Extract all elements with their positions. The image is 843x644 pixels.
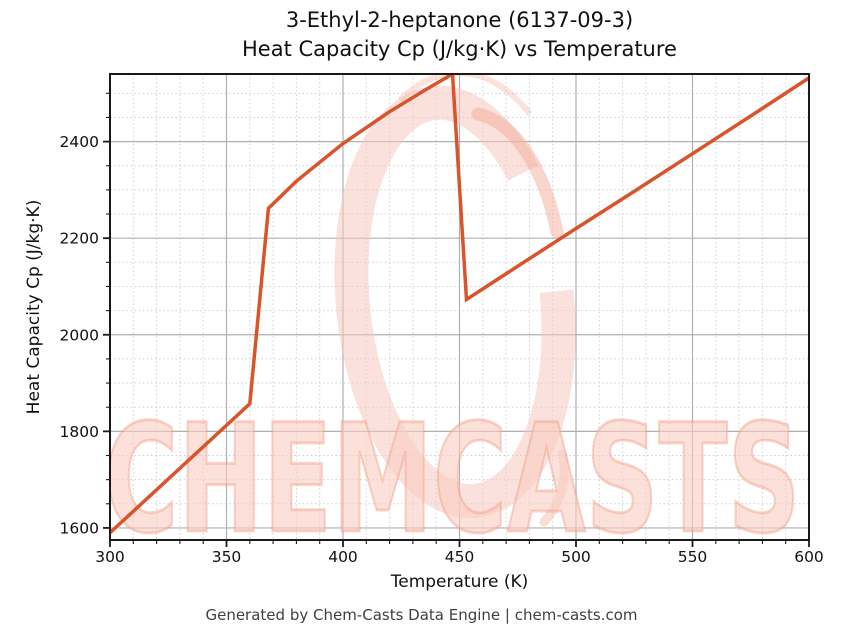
chemcasts-ring-logo <box>334 74 576 527</box>
y-tick-label: 2400 <box>60 133 99 151</box>
y-tick-label: 2200 <box>60 230 99 248</box>
x-tick-label: 550 <box>678 548 708 566</box>
axes-spines <box>109 73 810 541</box>
y-axis-label: Heat Capacity Cp (J/kg·K) <box>24 199 44 415</box>
tick-marks <box>103 92 810 547</box>
ring-logo-accent-top <box>397 74 533 116</box>
watermark: CHEMCASTS <box>110 74 809 540</box>
x-tick-label: 400 <box>328 548 358 566</box>
ring-logo-stroke <box>334 85 576 519</box>
ring-logo-accent-top-right <box>471 107 564 239</box>
chart-title: 3-Ethyl-2-heptanone (6137-09-3) Heat Cap… <box>110 6 809 64</box>
x-tick-label: 600 <box>794 548 824 566</box>
x-tick-label: 300 <box>95 548 125 566</box>
y-tick-label: 1800 <box>60 423 99 441</box>
chart-title-line2: Heat Capacity Cp (J/kg·K) vs Temperature <box>242 37 677 61</box>
y-tick-label: 1600 <box>60 519 99 537</box>
footer-credit: Generated by Chem-Casts Data Engine | ch… <box>205 606 638 624</box>
ring-logo-accent-tail <box>539 449 569 527</box>
y-tick-label: 2000 <box>60 326 99 344</box>
tick-labels: 300 350 400 450 500 550 600 1600 1800 2000 2200 240… <box>60 133 824 566</box>
x-tick-label: 350 <box>212 548 242 566</box>
cp-vs-temperature-line <box>110 74 809 535</box>
x-tick-label: 500 <box>561 548 591 566</box>
chart-title-line1: 3-Ethyl-2-heptanone (6137-09-3) <box>285 8 634 32</box>
x-tick-label: 450 <box>445 548 475 566</box>
x-axis-label: Temperature (K) <box>390 572 529 592</box>
